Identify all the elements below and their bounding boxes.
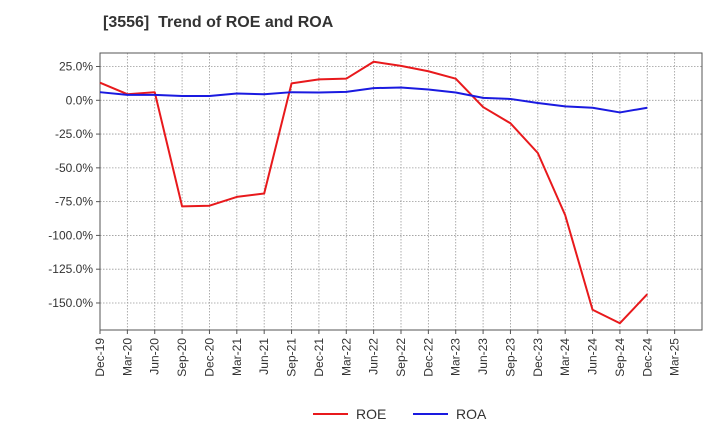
x-tick-label: Dec-22: [421, 338, 435, 377]
x-tick-label: Mar-24: [558, 338, 572, 376]
x-tick-label: Mar-22: [339, 338, 353, 376]
x-tick-label: Mar-25: [668, 338, 682, 376]
legend: ROE ROA: [313, 406, 487, 422]
x-tick-label: Sep-22: [394, 338, 408, 377]
x-tick-label: Sep-20: [175, 338, 189, 377]
y-tick-label: 0.0%: [66, 93, 94, 107]
legend-label-roe: ROE: [356, 406, 386, 422]
x-tick-label: Mar-21: [230, 338, 244, 376]
x-tick-label: Sep-23: [503, 338, 517, 377]
x-tick-label: Dec-21: [312, 338, 326, 377]
grid: [99, 53, 702, 330]
y-tick-label: -100.0%: [48, 228, 93, 242]
y-tick-label: -75.0%: [55, 195, 93, 209]
x-tick-label: Dec-24: [640, 338, 654, 377]
y-tick-label: -125.0%: [48, 262, 93, 276]
x-tick-label: Mar-23: [449, 338, 463, 376]
chart-title: [3556] Trend of ROE and ROA: [103, 14, 334, 31]
y-tick-label: -25.0%: [55, 127, 93, 141]
legend-label-roa: ROA: [456, 406, 487, 422]
series-line-roa: [99, 86, 648, 114]
series-line-roe: [99, 60, 648, 325]
x-tick-label: Mar-20: [120, 338, 134, 376]
y-tick-label: -150.0%: [48, 296, 93, 310]
x-tick-label: Jun-21: [257, 338, 271, 375]
y-tick-label: -50.0%: [55, 161, 93, 175]
y-tick-label: 25.0%: [59, 60, 93, 74]
x-tick-label: Dec-20: [202, 338, 216, 377]
series: [99, 60, 648, 325]
x-tick-label: Sep-21: [285, 338, 299, 377]
x-tick-label: Dec-19: [93, 338, 107, 377]
x-tick-label: Jun-24: [586, 338, 600, 375]
x-tick-label: Jun-22: [367, 338, 381, 375]
x-tick-label: Dec-23: [531, 338, 545, 377]
x-tick-label: Jun-20: [148, 338, 162, 375]
x-tick-label: Jun-23: [476, 338, 490, 375]
y-axis-ticks: 25.0% 0.0% -25.0% -50.0% -75.0% -100.0% -125.0…: [48, 60, 100, 310]
x-tick-label: Sep-24: [613, 338, 627, 377]
x-axis-ticks: Dec-19 Mar-20 Jun-20 Sep-20 Dec-20 Mar-21 Jun-…: [93, 330, 682, 377]
